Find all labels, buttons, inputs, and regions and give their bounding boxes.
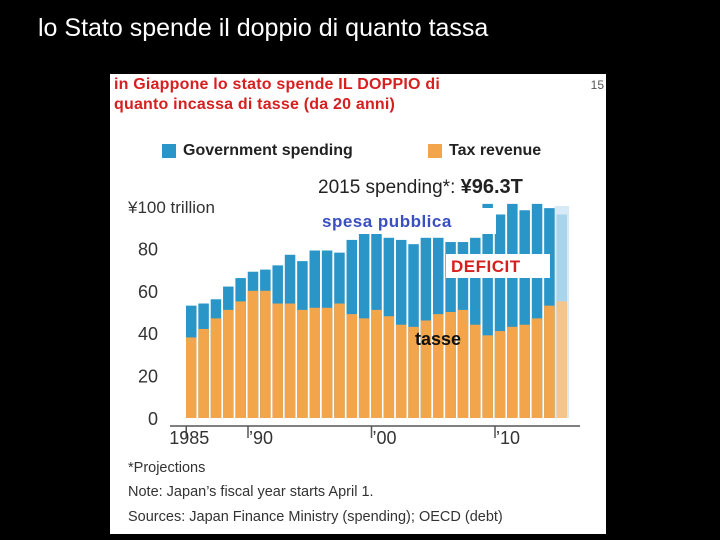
x-tick-label-2010: ’10 xyxy=(496,428,520,448)
corner-mark: 15 xyxy=(590,78,604,92)
y-tick-label-20: 20 xyxy=(138,367,158,387)
legend-tax-revenue: Tax revenue xyxy=(428,142,541,160)
legend-label-tax: Tax revenue xyxy=(449,142,542,159)
spending-bar-2010 xyxy=(494,214,506,418)
tax-bar-1987 xyxy=(210,318,222,418)
annotation-tasse: tasse xyxy=(415,329,461,349)
annotation-bg-spesa xyxy=(318,208,496,234)
tax-bar-2009 xyxy=(482,335,493,418)
tax-bar-2010 xyxy=(494,331,506,418)
tax-bar-2000 xyxy=(371,309,382,418)
chart-figure: in Giappone lo stato spende IL DOPPIO di… xyxy=(110,74,606,534)
spending-bar-2009 xyxy=(482,203,493,418)
spending-2015-note: 2015 spending*: ¥96.3T xyxy=(318,176,523,199)
tax-bar-1989 xyxy=(235,301,246,418)
tax-bar-2015 xyxy=(556,301,567,418)
annotation-bg-deficit xyxy=(446,254,550,278)
tax-bar-2004 xyxy=(420,320,432,418)
x-tick-label-2000: ’00 xyxy=(372,428,396,448)
tax-bar-1994 xyxy=(297,309,308,418)
x-tick-label-1990: ’90 xyxy=(249,428,273,448)
footnote-sources: Sources: Japan Finance Ministry (spendin… xyxy=(128,509,503,525)
spending-bar-2012 xyxy=(519,210,530,418)
tax-bar-2013 xyxy=(531,318,543,418)
legend-government-spending: Government spending xyxy=(162,142,353,160)
footnote-fiscal-year: Note: Japan’s fiscal year starts April 1… xyxy=(128,484,374,500)
legend-swatch-tax xyxy=(428,144,442,158)
x-tick-label-1985: 1985 xyxy=(169,428,209,448)
legend-swatch-spending xyxy=(162,144,176,158)
tax-bar-1985 xyxy=(186,337,197,418)
tax-bar-2014 xyxy=(544,305,555,418)
tax-bar-1992 xyxy=(272,303,283,418)
legend-label-spending: Government spending xyxy=(183,142,353,159)
tax-bar-1988 xyxy=(223,309,234,418)
y-tick-label-80: 80 xyxy=(138,239,158,259)
tax-bar-2005 xyxy=(433,314,444,418)
y-tick-label-40: 40 xyxy=(138,324,158,344)
tax-bar-1986 xyxy=(198,328,209,418)
tax-bar-1999 xyxy=(358,318,370,418)
tax-bar-1995 xyxy=(309,307,320,418)
tax-bar-2003 xyxy=(408,326,419,418)
tax-bar-1990 xyxy=(247,290,259,418)
tax-bar-1993 xyxy=(284,303,296,418)
annotation-spesa-pubblica: spesa pubblica xyxy=(322,212,452,231)
y-tick-label-0: 0 xyxy=(148,409,158,429)
spending-bar-2013 xyxy=(531,203,543,418)
slide-title: lo Stato spende il doppio di quanto tass… xyxy=(38,14,489,42)
italian-note-line-1: in Giappone lo stato spende IL DOPPIO di xyxy=(114,76,440,93)
tax-bar-2006 xyxy=(445,312,456,418)
y-tick-label-100: ¥100 trillion xyxy=(127,198,215,217)
tax-bar-2012 xyxy=(519,324,530,418)
spending-2015-label: 2015 spending*: xyxy=(318,177,456,198)
bar-chart: 0 20 40 60 80 ¥100 trillion 1985 ’90 ’00 ’10 spesa… xyxy=(127,198,580,448)
tax-bar-2011 xyxy=(507,326,518,418)
italian-note-line-2: quanto incassa di tasse (da 20 anni) xyxy=(114,96,396,113)
footnote-projections: *Projections xyxy=(128,460,206,476)
y-tick-label-60: 60 xyxy=(138,282,158,302)
spending-2015-value: ¥96.3T xyxy=(460,176,523,198)
tax-bar-2002 xyxy=(395,324,407,418)
spending-bar-2011 xyxy=(507,203,518,418)
annotation-deficit: DEFICIT xyxy=(451,257,521,276)
tax-bar-1998 xyxy=(346,314,358,418)
tax-bar-2001 xyxy=(383,316,395,418)
tax-bar-2007 xyxy=(457,309,469,418)
tax-bar-1991 xyxy=(260,290,271,418)
tax-bar-2008 xyxy=(470,324,481,418)
tax-bar-1996 xyxy=(321,307,333,418)
tax-bar-1997 xyxy=(334,303,345,418)
